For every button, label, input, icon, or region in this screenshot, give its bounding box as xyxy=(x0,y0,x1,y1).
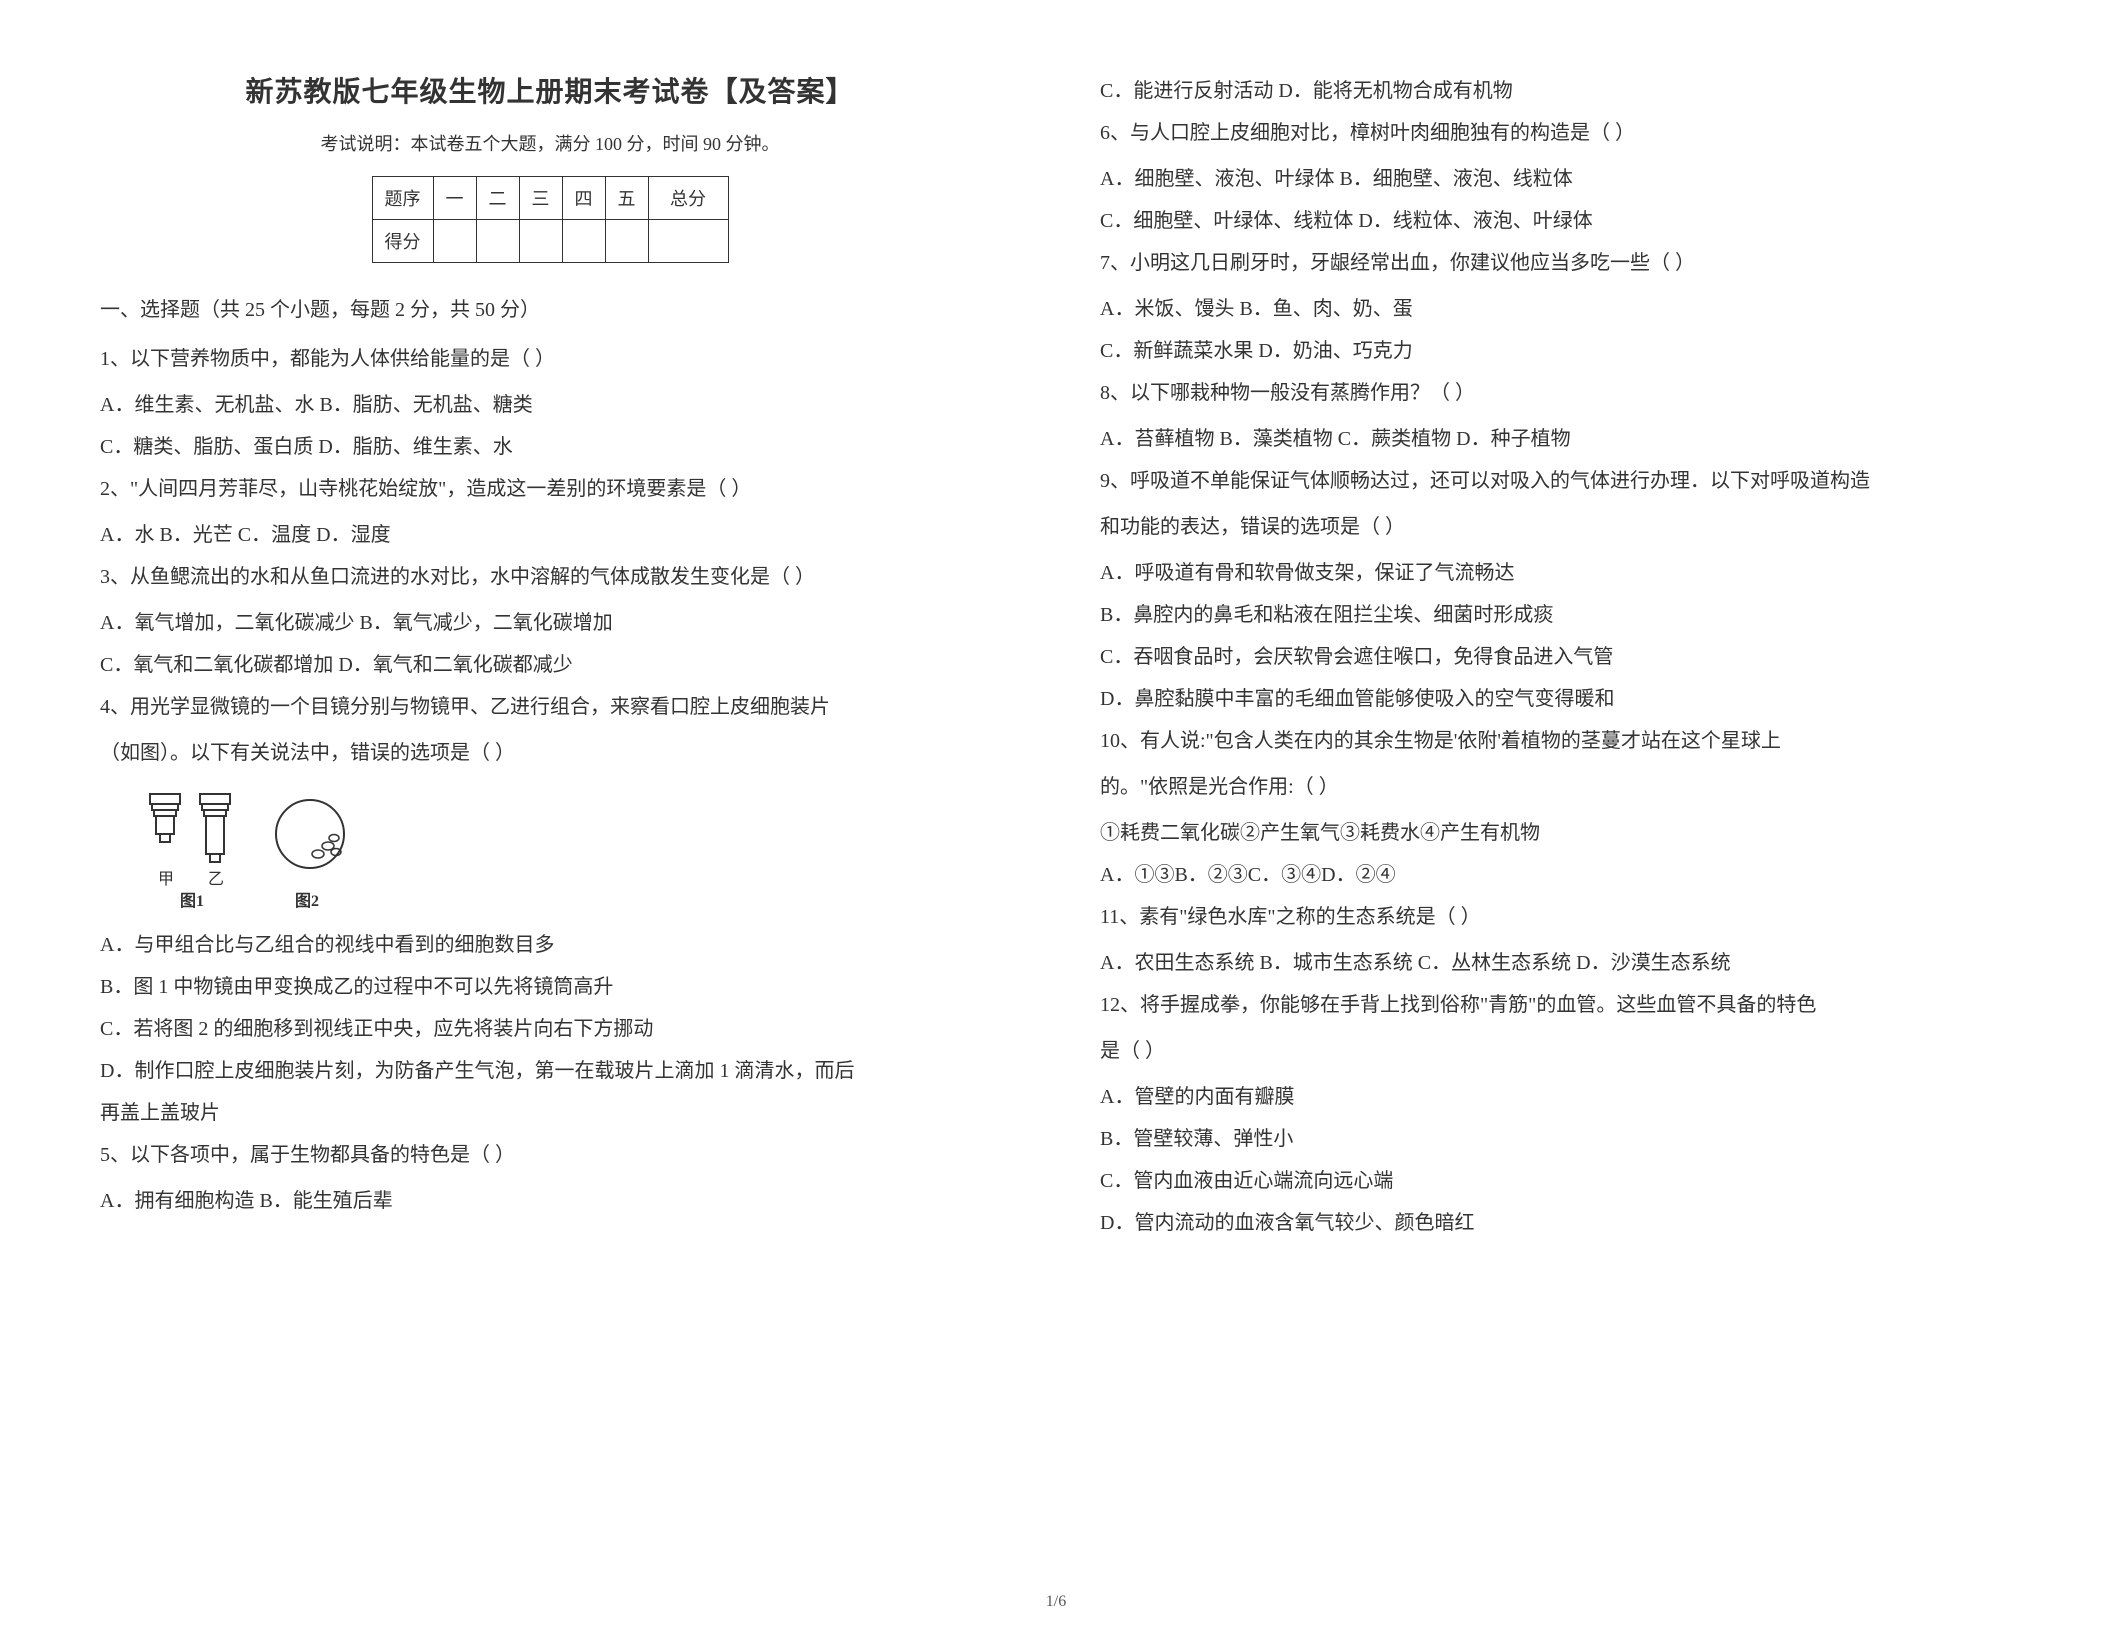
q3-opt-ab: A．氧气增加，二氧化碳减少 B．氧气减少，二氧化碳增加 xyxy=(100,602,1000,644)
fig-label-yi: 乙 xyxy=(208,871,224,888)
q4-figure: 甲 乙 图1 图2 xyxy=(140,784,1000,914)
q9-opt-c: C．吞咽食品时，会厌软骨会遮住喉口，免得食品进入气管 xyxy=(1100,636,2000,678)
q4-stem2: （如图）。以下有关说法中，错误的选项是（ ） xyxy=(100,732,1000,774)
th-4: 四 xyxy=(562,177,605,220)
q5-stem: 5、以下各项中，属于生物都具备的特色是（ ） xyxy=(100,1134,1000,1176)
table-row: 得分 xyxy=(372,220,728,263)
q12-opt-a: A．管壁的内面有瓣膜 xyxy=(1100,1076,2000,1118)
q5-opt-ab: A．拥有细胞构造 B．能生殖后辈 xyxy=(100,1180,1000,1222)
q1-stem: 1、以下营养物质中，都能为人体供给能量的是（ ） xyxy=(100,338,1000,380)
th-3: 三 xyxy=(519,177,562,220)
q6-stem: 6、与人口腔上皮细胞对比，樟树叶肉细胞独有的构造是（ ） xyxy=(1100,112,2000,154)
q2-opts: A．水 B．光芒 C．温度 D．湿度 xyxy=(100,514,1000,556)
td-score-label: 得分 xyxy=(372,220,433,263)
table-row: 题序 一 二 三 四 五 总分 xyxy=(372,177,728,220)
th-total: 总分 xyxy=(648,177,728,220)
q9-stem2: 和功能的表达，错误的选项是（ ） xyxy=(1100,506,2000,548)
q10-stem2: 的。"依照是光合作用:（ ） xyxy=(1100,766,2000,808)
q3-stem: 3、从鱼鳃流出的水和从鱼口流进的水对比，水中溶解的气体成散发生变化是（ ） xyxy=(100,556,1000,598)
q4-opt-b: B．图 1 中物镜由甲变换成乙的过程中不可以先将镜筒高升 xyxy=(100,966,1000,1008)
q4-stem: 4、用光学显微镜的一个目镜分别与物镜甲、乙进行组合，来察看口腔上皮细胞装片 xyxy=(100,686,1000,728)
q10-opts: A．①③B．②③C．③④D．②④ xyxy=(1100,854,2000,896)
q8-opts: A．苔藓植物 B．藻类植物 C．蕨类植物 D．种子植物 xyxy=(1100,418,2000,460)
th-order: 题序 xyxy=(372,177,433,220)
q11-opts: A．农田生态系统 B．城市生态系统 C．丛林生态系统 D．沙漠生态系统 xyxy=(1100,942,2000,984)
lens-yi-icon xyxy=(200,794,230,862)
exam-subtitle: 考试说明：本试卷五个大题，满分 100 分，时间 90 分钟。 xyxy=(100,130,1000,156)
q12-opt-c: C．管内血液由近心端流向远心端 xyxy=(1100,1160,2000,1202)
td-blank xyxy=(476,220,519,263)
q12-stem: 12、将手握成拳，你能够在手背上找到俗称"青筋"的血管。这些血管不具备的特色 xyxy=(1100,984,2000,1026)
td-blank xyxy=(519,220,562,263)
q10-circ: ①耗费二氧化碳②产生氧气③耗费水④产生有机物 xyxy=(1100,812,2000,854)
q1-opt-ab: A．维生素、无机盐、水 B．脂肪、无机盐、糖类 xyxy=(100,384,1000,426)
q11-stem: 11、素有"绿色水库"之称的生态系统是（ ） xyxy=(1100,896,2000,938)
section-heading: 一、选择题（共 25 个小题，每题 2 分，共 50 分） xyxy=(100,293,1000,322)
q7-stem: 7、小明这几日刷牙时，牙龈经常出血，你建议他应当多吃一些（ ） xyxy=(1100,242,2000,284)
score-table: 题序 一 二 三 四 五 总分 得分 xyxy=(372,176,729,263)
q12-opt-d: D．管内流动的血液含氧气较少、颜色暗红 xyxy=(1100,1202,2000,1244)
q8-stem: 8、以下哪栽种物一般没有蒸腾作用？（ ） xyxy=(1100,372,2000,414)
th-2: 二 xyxy=(476,177,519,220)
q6-opt-cd: C．细胞壁、叶绿体、线粒体 D．线粒体、液泡、叶绿体 xyxy=(1100,200,2000,242)
lens-jia-icon xyxy=(150,794,180,842)
q4-opt-a: A．与甲组合比与乙组合的视线中看到的细胞数目多 xyxy=(100,924,1000,966)
fig-label-tu2: 图2 xyxy=(295,892,319,910)
exam-title: 新苏教版七年级生物上册期末考试卷【及答案】 xyxy=(100,70,1000,110)
q12-stem2: 是（ ） xyxy=(1100,1030,2000,1072)
q9-stem: 9、呼吸道不单能保证气体顺畅达过，还可以对吸入的气体进行办理．以下对呼吸道构造 xyxy=(1100,460,2000,502)
q4-opt-d: D．制作口腔上皮细胞装片刻，为防备产生气泡，第一在载玻片上滴加 1 滴清水，而后 xyxy=(100,1050,1000,1092)
field-view-icon xyxy=(276,800,344,868)
th-1: 一 xyxy=(433,177,476,220)
td-blank xyxy=(648,220,728,263)
q1-opt-cd: C．糖类、脂肪、蛋白质 D．脂肪、维生素、水 xyxy=(100,426,1000,468)
td-blank xyxy=(433,220,476,263)
q10-stem: 10、有人说:"包含人类在内的其余生物是'依附'着植物的茎蔓才站在这个星球上 xyxy=(1100,720,2000,762)
fig-label-jia: 甲 xyxy=(158,871,174,888)
page-number: 1/6 xyxy=(1046,1593,1066,1611)
q2-stem: 2、"人间四月芳菲尽，山寺桃花始绽放"，造成这一差别的环境要素是（ ） xyxy=(100,468,1000,510)
q3-opt-cd: C．氧气和二氧化碳都增加 D．氧气和二氧化碳都减少 xyxy=(100,644,1000,686)
q12-opt-b: B．管壁较薄、弹性小 xyxy=(1100,1118,2000,1160)
td-blank xyxy=(605,220,648,263)
q9-opt-d: D．鼻腔黏膜中丰富的毛细血管能够使吸入的空气变得暖和 xyxy=(1100,678,2000,720)
q5-opt-cd: C．能进行反射活动 D．能将无机物合成有机物 xyxy=(1100,70,2000,112)
q4-opt-c: C．若将图 2 的细胞移到视线正中央，应先将装片向右下方挪动 xyxy=(100,1008,1000,1050)
q7-opt-ab: A．米饭、馒头 B．鱼、肉、奶、蛋 xyxy=(1100,288,2000,330)
q9-opt-b: B．鼻腔内的鼻毛和粘液在阻拦尘埃、细菌时形成痰 xyxy=(1100,594,2000,636)
q6-opt-ab: A．细胞壁、液泡、叶绿体 B．细胞壁、液泡、线粒体 xyxy=(1100,158,2000,200)
fig-label-tu1: 图1 xyxy=(180,892,204,910)
q7-opt-cd: C．新鲜蔬菜水果 D．奶油、巧克力 xyxy=(1100,330,2000,372)
q9-opt-a: A．呼吸道有骨和软骨做支架，保证了气流畅达 xyxy=(1100,552,2000,594)
th-5: 五 xyxy=(605,177,648,220)
td-blank xyxy=(562,220,605,263)
q4-opt-d2: 再盖上盖玻片 xyxy=(100,1092,1000,1134)
